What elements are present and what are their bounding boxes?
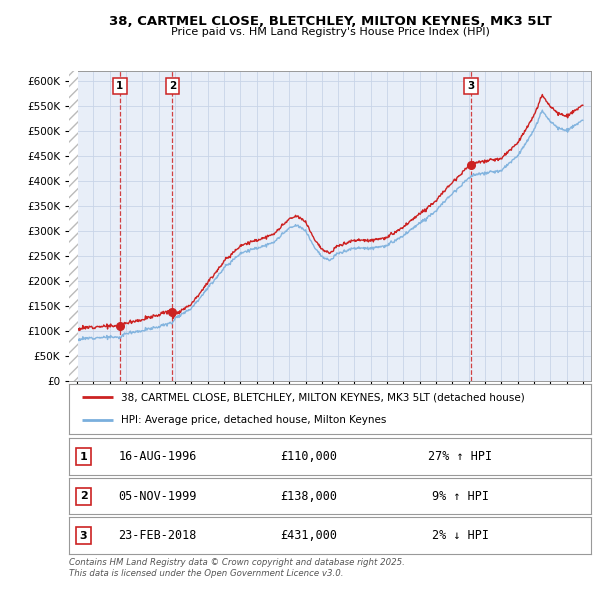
Text: 2: 2 [80,491,88,501]
Text: 1: 1 [80,452,88,461]
Text: 9% ↑ HPI: 9% ↑ HPI [432,490,489,503]
Text: £138,000: £138,000 [281,490,338,503]
Text: 38, CARTMEL CLOSE, BLETCHLEY, MILTON KEYNES, MK3 5LT (detached house): 38, CARTMEL CLOSE, BLETCHLEY, MILTON KEY… [121,392,525,402]
Text: HPI: Average price, detached house, Milton Keynes: HPI: Average price, detached house, Milt… [121,415,386,425]
Text: £110,000: £110,000 [281,450,338,463]
Text: 3: 3 [467,81,475,91]
Text: 3: 3 [80,531,88,540]
Text: 2% ↓ HPI: 2% ↓ HPI [432,529,489,542]
Text: 1: 1 [116,81,124,91]
Text: 27% ↑ HPI: 27% ↑ HPI [428,450,493,463]
Text: Contains HM Land Registry data © Crown copyright and database right 2025.
This d: Contains HM Land Registry data © Crown c… [69,558,405,578]
Polygon shape [69,71,78,381]
Text: 16-AUG-1996: 16-AUG-1996 [119,450,197,463]
Text: £431,000: £431,000 [281,529,338,542]
Text: 05-NOV-1999: 05-NOV-1999 [119,490,197,503]
Text: 38, CARTMEL CLOSE, BLETCHLEY, MILTON KEYNES, MK3 5LT: 38, CARTMEL CLOSE, BLETCHLEY, MILTON KEY… [109,15,551,28]
Text: 2: 2 [169,81,176,91]
Text: 23-FEB-2018: 23-FEB-2018 [119,529,197,542]
Text: Price paid vs. HM Land Registry's House Price Index (HPI): Price paid vs. HM Land Registry's House … [170,27,490,37]
